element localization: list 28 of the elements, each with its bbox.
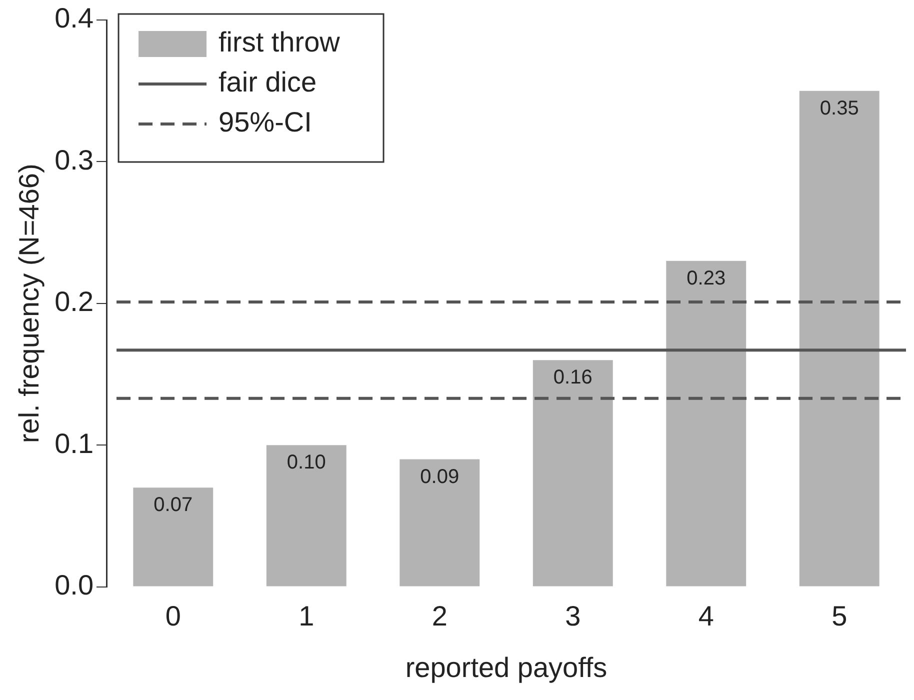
y-tick-label: 0.2 bbox=[54, 286, 94, 318]
data-label: 0.35 bbox=[820, 97, 859, 120]
bar bbox=[799, 90, 880, 586]
x-axis-title: reported payoffs bbox=[405, 652, 608, 683]
bar bbox=[400, 459, 480, 586]
legend-label: 95%-CI bbox=[218, 106, 312, 138]
legend-label: first throw bbox=[218, 26, 341, 58]
data-label: 0.23 bbox=[686, 267, 726, 290]
y-tick-label: 0.0 bbox=[54, 570, 94, 601]
data-label: 0.10 bbox=[286, 452, 326, 474]
y-tick-label: 0.1 bbox=[54, 428, 94, 459]
legend-label: fair dice bbox=[218, 66, 317, 98]
data-label: 0.16 bbox=[553, 366, 592, 389]
bar bbox=[266, 445, 346, 586]
bar bbox=[666, 260, 746, 586]
y-axis-title: rel. frequency (N=466) bbox=[14, 164, 45, 444]
x-tick-label: 1 bbox=[298, 600, 314, 632]
y-tick-label: 0.4 bbox=[54, 2, 94, 34]
bar bbox=[133, 488, 214, 586]
x-tick-label: 2 bbox=[432, 600, 448, 632]
x-tick-label: 5 bbox=[832, 600, 848, 632]
y-tick-label: 0.3 bbox=[54, 144, 94, 176]
x-tick-label: 3 bbox=[565, 600, 581, 632]
data-label: 0.09 bbox=[420, 466, 460, 488]
data-label: 0.07 bbox=[154, 494, 193, 516]
x-tick-label: 4 bbox=[698, 600, 714, 632]
x-tick-label: 0 bbox=[165, 600, 181, 632]
bar bbox=[532, 360, 613, 586]
